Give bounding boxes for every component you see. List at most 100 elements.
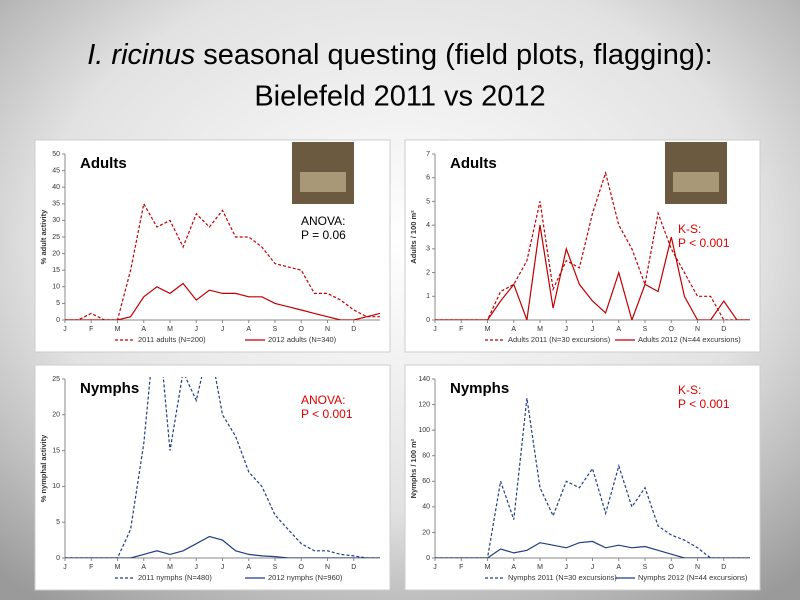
series-line	[65, 535, 380, 558]
annotation: ANOVA:	[301, 393, 345, 407]
photo-detail	[300, 172, 346, 192]
x-tick-label: D	[351, 564, 356, 571]
y-tick-label: 30	[52, 217, 60, 224]
x-tick-label: S	[643, 564, 648, 571]
x-tick-label: F	[459, 564, 463, 571]
legend-label: Nymphs 2012 (N=44 excursions)	[638, 573, 748, 582]
annotation: P = 0.06	[301, 228, 346, 242]
y-tick-label: 25	[52, 234, 60, 241]
legend-label: 2012 adults (N=340)	[268, 335, 337, 344]
x-tick-label: A	[246, 326, 251, 333]
series-line	[435, 225, 750, 320]
x-tick-label: S	[273, 326, 278, 333]
legend-label: 2011 nymphs (N=480)	[138, 573, 212, 582]
x-tick-label: M	[485, 564, 491, 571]
x-tick-label: J	[591, 564, 595, 571]
y-axis-label: % adult activity	[39, 209, 48, 264]
y-tick-label: 5	[426, 198, 430, 205]
series-line	[435, 398, 750, 558]
x-tick-label: J	[433, 326, 437, 333]
x-tick-label: F	[459, 326, 463, 333]
y-tick-label: 140	[418, 376, 430, 383]
x-tick-label: A	[616, 564, 621, 571]
y-tick-label: 100	[418, 427, 430, 434]
y-tick-label: 0	[426, 555, 430, 562]
series-line	[65, 282, 380, 320]
y-tick-label: 80	[422, 453, 430, 460]
x-tick-label: O	[669, 326, 675, 333]
y-tick-label: 40	[52, 184, 60, 191]
x-tick-label: M	[537, 564, 543, 571]
x-tick-label: N	[325, 326, 330, 333]
series-line	[435, 170, 750, 320]
x-tick-label: M	[115, 326, 121, 333]
y-tick-label: 15	[52, 267, 60, 274]
y-tick-label: 60	[422, 478, 430, 485]
x-tick-label: M	[537, 326, 543, 333]
y-tick-label: 2	[426, 269, 430, 276]
x-tick-label: A	[141, 564, 146, 571]
slide-subtitle: Bielefeld 2011 vs 2012	[254, 81, 545, 113]
x-tick-label: J	[565, 564, 569, 571]
x-tick-label: F	[89, 326, 93, 333]
y-tick-label: 4	[426, 222, 430, 229]
legend-label: Adults 2012 (N=44 excursions)	[638, 335, 741, 344]
x-tick-label: O	[299, 326, 305, 333]
title-rest: seasonal questing (field plots, flagging…	[203, 39, 712, 71]
x-tick-label: N	[325, 564, 330, 571]
panel-label: Adults	[450, 155, 497, 172]
y-tick-label: 45	[52, 167, 60, 174]
chart-panel: 0 5 10 15 20 25 30 35 40 45 50 J F M A M J J A S O N D % adult …	[34, 139, 391, 353]
legend-label: 2011 adults (N=200)	[138, 335, 206, 344]
photo-detail	[673, 172, 719, 192]
legend-label: Adults 2011 (N=30 excursions)	[508, 335, 611, 344]
y-tick-label: 40	[422, 504, 430, 511]
legend-label: Nymphs 2011 (N=30 excursions)	[508, 573, 617, 582]
annotation: P < 0.001	[678, 397, 730, 411]
y-tick-label: 120	[418, 401, 430, 408]
panel-label: Adults	[80, 155, 127, 172]
panel-label: Nymphs	[450, 380, 509, 397]
x-tick-label: A	[141, 326, 146, 333]
x-tick-label: S	[643, 326, 648, 333]
y-tick-label: 50	[52, 151, 60, 158]
y-tick-label: 5	[56, 300, 60, 307]
x-tick-label: M	[115, 564, 121, 571]
x-tick-label: N	[695, 326, 700, 333]
y-tick-label: 6	[426, 175, 430, 182]
slide-title: I. ricinus seasonal questing (field plot…	[87, 39, 712, 71]
chart-panel: 0 1 2 3 4 5 6 7 J F M A M J J A S O N D Adults / 100 m² Adult…	[404, 139, 761, 353]
x-tick-label: J	[591, 326, 595, 333]
y-tick-label: 20	[422, 529, 430, 536]
x-tick-label: J	[63, 564, 67, 571]
x-tick-label: D	[721, 326, 726, 333]
x-tick-label: J	[63, 326, 67, 333]
x-tick-label: O	[299, 564, 305, 571]
y-axis-label: % nymphal activity	[39, 434, 48, 502]
legend-label: 2012 nymphs (N=960)	[268, 573, 343, 582]
chart-panel: 0 5 10 15 20 25 J F M A M J J A S O N D % nymphal activity…	[34, 364, 391, 591]
title-italic: I. ricinus	[87, 39, 195, 71]
x-tick-label: N	[695, 564, 700, 571]
panel-label: Nymphs	[80, 380, 139, 397]
x-tick-label: A	[511, 326, 516, 333]
annotation: P < 0.001	[678, 236, 730, 250]
y-tick-label: 10	[52, 284, 60, 291]
x-tick-label: A	[616, 326, 621, 333]
x-tick-label: F	[89, 564, 93, 571]
x-tick-label: O	[669, 564, 675, 571]
x-tick-label: J	[565, 326, 569, 333]
panel-background	[34, 364, 391, 591]
x-tick-label: D	[721, 564, 726, 571]
annotation: P < 0.001	[301, 407, 353, 421]
x-tick-label: J	[433, 564, 437, 571]
panel-background	[404, 364, 761, 591]
y-tick-label: 20	[52, 412, 60, 419]
x-tick-label: A	[246, 564, 251, 571]
series-line	[65, 377, 380, 558]
annotation: K-S:	[678, 383, 701, 397]
y-tick-label: 5	[56, 519, 60, 526]
x-tick-label: J	[221, 326, 225, 333]
y-axis-label: Adults / 100 m²	[409, 210, 418, 264]
y-tick-label: 35	[52, 201, 60, 208]
